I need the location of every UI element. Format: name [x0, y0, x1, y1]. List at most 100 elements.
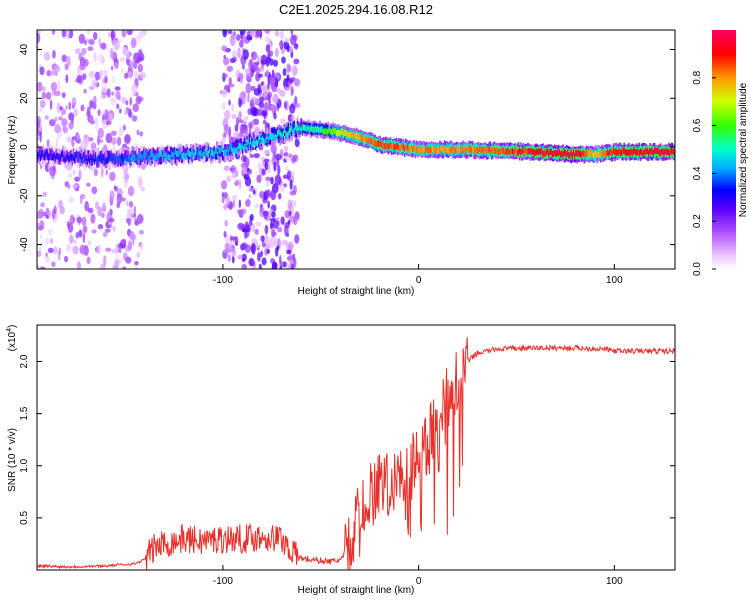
heatmap-x-tick-label: 100: [606, 275, 623, 286]
heatmap-noise-cell: [101, 83, 108, 94]
heatmap-noise-cell: [237, 254, 243, 260]
heatmap-ridge-cell: [609, 148, 611, 155]
heatmap-noise-cell: [223, 57, 230, 66]
heatmap-noise-cell: [84, 40, 87, 46]
heatmap-noise-cell: [97, 109, 101, 117]
heatmap-noise-cell: [102, 69, 109, 77]
heatmap-ridge-cell: [151, 151, 153, 158]
heatmap-noise-cell: [40, 202, 45, 208]
heatmap-ridge-cell: [407, 144, 409, 151]
snr-y-tick-label: 1.0: [19, 458, 30, 472]
heatmap-ridge-cell: [218, 146, 220, 153]
heatmap-ridge-cell: [217, 152, 219, 159]
heatmap-ridge-cell: [319, 126, 321, 134]
heatmap-ridge-cell: [226, 145, 229, 152]
heatmap-noise-cell: [245, 82, 252, 94]
heatmap-noise-cell: [131, 115, 138, 122]
heatmap-noise-cell: [224, 109, 231, 121]
heatmap-ridge-cell: [576, 149, 579, 157]
heatmap-ridge-cell: [65, 155, 68, 162]
heatmap-ridge-cell: [430, 147, 433, 154]
heatmap-noise-cell: [58, 247, 62, 255]
heatmap-ridge-cell: [378, 140, 380, 147]
heatmap-ridge-cell: [56, 152, 58, 159]
heatmap-noise-cell: [74, 176, 81, 182]
heatmap-ridge-cell: [657, 147, 660, 155]
heatmap-ridge-cell: [311, 125, 313, 132]
heatmap-ridge-cell: [159, 150, 162, 157]
heatmap-noise-cell: [245, 73, 252, 81]
heatmap-noise-cell: [249, 30, 256, 38]
heatmap-ridge-cell: [444, 145, 447, 152]
heatmap-ridge-cell: [466, 145, 468, 152]
heatmap-noise-cell: [255, 88, 259, 94]
heatmap-noise-cell: [133, 60, 138, 70]
heatmap-noise-cell: [270, 221, 273, 229]
heatmap-area: [37, 30, 675, 269]
heatmap-ridge-cell: [446, 147, 448, 154]
heatmap-noise-cell: [139, 71, 147, 79]
heatmap-ridge-cell: [183, 146, 185, 158]
heatmap-noise-cell: [109, 96, 116, 103]
heatmap-ridge-cell: [493, 146, 495, 153]
heatmap-ridge-cell: [59, 154, 62, 161]
heatmap-ridge-cell: [595, 150, 597, 157]
heatmap-noise-cell: [109, 171, 116, 181]
heatmap-ridge-cell: [117, 155, 119, 162]
heatmap-noise-cell: [265, 176, 272, 182]
heatmap-ridge-cell: [345, 129, 347, 137]
heatmap-noise-cell: [82, 232, 86, 244]
heatmap-noise-cell: [238, 179, 242, 189]
heatmap-noise-cell: [258, 101, 265, 109]
heatmap-noise-cell: [76, 261, 82, 269]
heatmap-noise-cell: [293, 102, 301, 108]
heatmap-noise-cell: [118, 242, 124, 250]
heatmap-noise-cell: [137, 176, 143, 188]
heatmap-noise-cell: [134, 220, 140, 226]
heatmap-ridge-cell: [86, 158, 89, 165]
heatmap-ridge-cell: [457, 147, 460, 154]
heatmap-ridge-cell: [211, 148, 213, 156]
colorbar-tick-label: 0.6: [692, 118, 703, 132]
heatmap-noise-cell: [287, 241, 294, 251]
heatmap-ridge-cell: [579, 150, 582, 158]
snr-x-tick-label: -100: [213, 576, 233, 587]
heatmap-ridge-cell: [626, 149, 629, 157]
heatmap-ridge-cell: [206, 150, 209, 157]
heatmap-ridge-cell: [58, 155, 61, 162]
heatmap-ridge-cell: [220, 145, 223, 152]
heatmap-noise-cell: [79, 244, 87, 255]
heatmap-noise-cell: [124, 72, 129, 79]
heatmap-noise-cell: [101, 54, 105, 65]
heatmap-noise-cell: [93, 52, 97, 62]
heatmap-noise-cell: [86, 30, 91, 35]
heatmap-ridge-cell: [530, 148, 533, 155]
heatmap-ridge-cell: [387, 143, 389, 150]
heatmap-noise-cell: [63, 255, 69, 263]
heatmap-ridge-cell: [120, 153, 123, 160]
heatmap-noise-cell: [62, 109, 67, 115]
heatmap-ridge-cell: [254, 130, 257, 147]
heatmap-ridge-cell: [332, 128, 334, 135]
heatmap-ridge-cell: [635, 149, 637, 156]
heatmap-noise-cell: [228, 76, 232, 86]
heatmap-ridge-cell: [62, 151, 64, 163]
heatmap-ridge-cell: [556, 150, 559, 157]
heatmap-noise-cell: [229, 236, 237, 241]
heatmap-noise-cell: [69, 234, 74, 244]
heatmap-noise-cell: [231, 173, 237, 179]
heatmap-ridge-cell: [342, 131, 345, 138]
heatmap-noise-cell: [228, 126, 232, 137]
heatmap-ridge-cell: [194, 149, 197, 156]
heatmap-ridge-cell: [649, 147, 651, 155]
heatmap-ridge-cell: [168, 155, 171, 162]
colorbar-tick-label: 0.8: [692, 70, 703, 84]
heatmap-ridge-cell: [646, 147, 649, 154]
colorbar-tick-label: 0.4: [692, 166, 703, 180]
heatmap-ridge-cell: [644, 147, 647, 154]
heatmap-ridge-cell: [83, 151, 85, 159]
heatmap-ridge-cell: [329, 128, 332, 135]
heatmap-ridge-cell: [415, 144, 418, 152]
heatmap-ridge-cell: [592, 152, 595, 159]
heatmap-noise-cell: [266, 249, 271, 254]
